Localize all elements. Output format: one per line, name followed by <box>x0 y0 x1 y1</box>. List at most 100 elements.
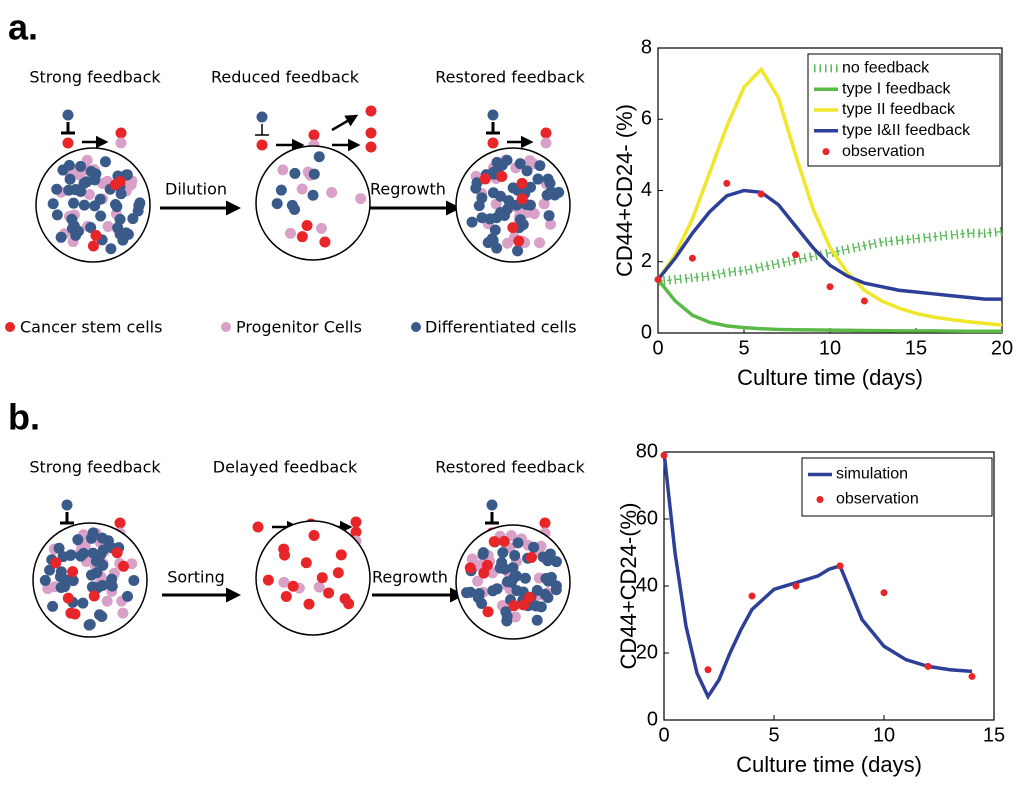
y-tick-label: 60 <box>636 507 658 529</box>
cell-dot <box>499 563 511 575</box>
cell-dot <box>85 569 97 581</box>
cell-dot <box>88 590 100 602</box>
cell-dot <box>50 557 62 569</box>
line-series <box>656 66 1003 327</box>
cell-dot <box>521 165 533 177</box>
cell-dot <box>479 173 491 185</box>
state-label: Restored feedback <box>435 68 585 87</box>
x-tick-label: 0 <box>652 337 663 359</box>
cell-dot <box>534 160 546 172</box>
cell-dot <box>122 228 134 240</box>
cell-dot <box>271 198 283 210</box>
cell-dot <box>501 203 513 215</box>
cell-dot <box>464 562 476 574</box>
cell-dot <box>78 177 90 189</box>
cell-dot <box>365 127 377 139</box>
cell-dot <box>365 141 377 153</box>
cell-dot <box>332 567 344 579</box>
cell-dot <box>365 105 377 117</box>
cell-dot <box>461 587 473 599</box>
cell-dot <box>53 542 65 554</box>
cell-dot <box>296 183 308 195</box>
legend-label: type I feedback <box>842 80 952 97</box>
cell-dot <box>350 516 362 528</box>
cell-dot <box>114 176 126 188</box>
point <box>826 283 834 291</box>
cell-dot <box>308 168 320 180</box>
cell-dot <box>114 213 126 225</box>
cell-dot <box>531 614 543 626</box>
cell-dot <box>513 235 525 247</box>
cell-dot <box>122 590 134 602</box>
cell-dot <box>99 156 111 168</box>
cell-dot <box>542 575 554 587</box>
cell-dot <box>51 183 63 195</box>
cell-dot <box>507 562 519 574</box>
cell-dot <box>503 195 515 207</box>
cell-dot <box>97 559 109 571</box>
cell-dot <box>287 580 299 592</box>
cell-dot <box>72 534 84 546</box>
y-tick-label: 40 <box>636 574 658 596</box>
cell-dot <box>491 583 503 595</box>
y-tick-label: 4 <box>641 179 652 201</box>
point <box>688 254 696 262</box>
point <box>660 451 668 459</box>
cell-dot <box>528 541 540 553</box>
x-tick-label: 5 <box>738 337 749 359</box>
cell-dot <box>313 581 325 593</box>
cell-dot <box>256 139 268 151</box>
legend-swatch <box>816 496 824 503</box>
cell-dot <box>512 537 524 549</box>
cell-dot <box>540 127 552 139</box>
cell-dot <box>67 566 79 578</box>
cell-dot <box>78 547 90 559</box>
line-series <box>657 226 1003 286</box>
point <box>654 276 662 284</box>
cell-dot <box>514 158 526 170</box>
legend-label: observation <box>836 491 919 508</box>
cell-dot <box>62 137 74 149</box>
legend-label: observation <box>842 143 925 160</box>
x-tick-label: 5 <box>768 724 779 746</box>
y-tick-label: 2 <box>641 250 652 272</box>
cell-dot <box>496 170 508 182</box>
arrow-label: Dilution <box>165 180 227 199</box>
cell-dot <box>75 160 87 172</box>
cell-dot <box>47 198 59 210</box>
cell-dot <box>296 231 308 243</box>
cell-dot <box>508 600 520 612</box>
cell-dot <box>280 590 292 602</box>
panel-label: b. <box>8 397 40 438</box>
cell-dot <box>78 199 90 211</box>
cell-dot <box>550 580 562 592</box>
arrow-label: Regrowth <box>372 568 448 587</box>
legend-label: type II feedback <box>842 101 956 118</box>
cell-dot <box>114 517 126 529</box>
cell-dot <box>491 212 503 224</box>
legend-swatch <box>822 148 830 156</box>
cell-dot <box>252 521 264 533</box>
cell-dot <box>471 177 483 189</box>
cell-dot <box>101 595 113 607</box>
cell-dot <box>72 225 84 237</box>
cell-dot <box>87 240 99 252</box>
state-label: Delayed feedback <box>213 458 358 477</box>
cell-dot <box>489 224 501 236</box>
cell-dot <box>94 193 106 205</box>
cell-dot <box>256 111 268 123</box>
point <box>723 179 731 187</box>
y-axis-title: CD44+CD24-(%) <box>616 503 641 670</box>
cell-dot <box>507 222 519 234</box>
cell-dot <box>90 229 102 241</box>
legend-label: Progenitor Cells <box>236 318 362 337</box>
cell-dot <box>115 137 127 149</box>
cell-dot <box>64 173 76 185</box>
cell-dot <box>289 203 301 215</box>
cell-dot <box>86 581 98 593</box>
cell-dot <box>44 564 56 576</box>
state-label: Strong feedback <box>29 68 161 87</box>
cell-dot <box>477 548 489 560</box>
cell-dot <box>284 227 296 239</box>
cell-dot <box>355 193 367 205</box>
